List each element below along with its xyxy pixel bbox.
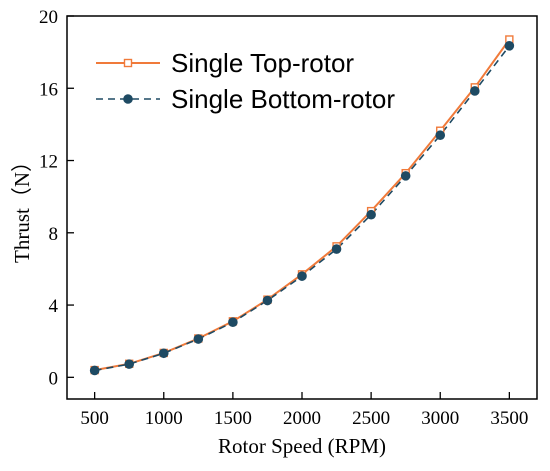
x-tick-label: 500 (80, 408, 109, 429)
legend-label: Single Top-rotor (171, 48, 354, 78)
data-point-series-1 (504, 41, 515, 51)
y-tick-label: 12 (39, 152, 58, 173)
data-point-series-1 (228, 317, 238, 328)
legend: Single Top-rotor Single Bottom-rotor (96, 48, 395, 114)
axis-ticks: 500 1000 1500 2000 2500 3000 3500 0 4 8 12 16 20 (39, 7, 528, 429)
x-tick-label: 3500 (490, 408, 528, 429)
data-point-series-1 (89, 365, 100, 376)
x-tick-label: 2500 (352, 408, 390, 429)
data-point-series-1 (262, 295, 273, 306)
data-point-series-1 (366, 209, 376, 220)
x-tick-label: 2000 (283, 408, 321, 429)
data-point-series-1 (331, 244, 342, 254)
x-tick-label: 1000 (145, 408, 183, 429)
data-point-series-1 (435, 130, 446, 141)
legend-marker (123, 94, 133, 104)
plot-frame (66, 15, 538, 400)
y-tick-label: 8 (49, 224, 59, 245)
y-tick-label: 0 (49, 368, 59, 389)
data-point-series-1 (400, 171, 411, 181)
series-layer (89, 35, 515, 376)
y-tick-label: 16 (39, 79, 58, 100)
y-tick-label: 20 (39, 7, 58, 28)
data-point-series-1 (124, 359, 135, 369)
x-tick-label: 3000 (421, 408, 459, 429)
y-axis-title: Thrust（N） (10, 151, 34, 263)
data-point-series-1 (297, 271, 307, 281)
x-axis-title: Rotor Speed (RPM) (218, 434, 386, 458)
legend-marker (123, 58, 133, 68)
data-point-series-1 (469, 86, 480, 96)
y-tick-label: 4 (49, 296, 59, 317)
data-point-series-1 (158, 348, 169, 359)
legend-label: Single Bottom-rotor (171, 84, 395, 114)
x-tick-label: 1500 (214, 408, 252, 429)
data-point-series-1 (193, 334, 204, 344)
